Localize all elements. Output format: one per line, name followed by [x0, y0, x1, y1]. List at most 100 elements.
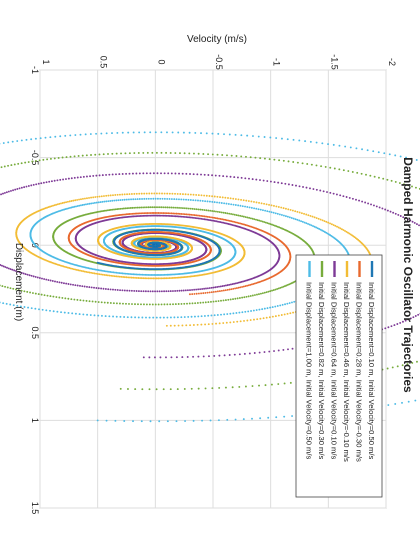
trajectory-point [160, 303, 163, 306]
trajectory-point [117, 199, 120, 202]
trajectory-point [351, 170, 354, 173]
trajectory-point [233, 213, 236, 216]
trajectory-point [232, 298, 234, 301]
trajectory-point [236, 297, 239, 300]
trajectory-point [201, 419, 204, 422]
trajectory-point [179, 152, 181, 155]
trajectory-point [98, 153, 101, 156]
trajectory-point [211, 200, 214, 203]
trajectory-point [253, 207, 256, 210]
trajectory-point [178, 198, 180, 201]
trajectory-point [138, 206, 141, 209]
trajectory-point [180, 302, 183, 305]
trajectory-point [342, 169, 345, 172]
trajectory-point [360, 172, 363, 175]
trajectory-point [93, 268, 96, 271]
trajectory-point [213, 210, 216, 213]
trajectory-point [165, 273, 167, 276]
trajectory-point [83, 203, 86, 206]
trajectory-point [224, 212, 227, 214]
trajectory-point [127, 388, 129, 390]
trajectory-point [89, 314, 92, 316]
trajectory-point [142, 151, 145, 154]
trajectory-point [95, 201, 98, 204]
trajectory-point [216, 210, 219, 213]
trajectory-point [19, 305, 22, 308]
trajectory-point [130, 198, 133, 201]
trajectory-point [128, 152, 131, 155]
trajectory-point [162, 316, 165, 319]
trajectory-point [174, 206, 177, 209]
trajectory-point [159, 316, 162, 319]
trajectory-point [250, 310, 252, 312]
trajectory-point [69, 134, 72, 137]
trajectory-point [24, 161, 27, 164]
trajectory-point [270, 383, 273, 386]
trajectory-point [163, 273, 166, 276]
trajectory-point [239, 204, 242, 207]
trajectory-point [220, 202, 223, 204]
trajectory-point [316, 227, 319, 230]
trajectory-point [313, 225, 316, 228]
trajectory-point [275, 416, 278, 419]
trajectory-point [61, 156, 64, 159]
trajectory-point [135, 206, 137, 209]
trajectory-point [261, 220, 264, 223]
trajectory-point [263, 221, 266, 223]
trajectory-point [139, 273, 142, 276]
trajectory-point [246, 216, 249, 219]
trajectory-point [153, 274, 156, 276]
trajectory-point [378, 176, 380, 179]
trajectory-point [196, 302, 199, 304]
trajectory-point [251, 217, 254, 220]
trajectory-point [172, 206, 175, 209]
trajectory-point [251, 385, 254, 388]
trajectory-point [170, 206, 173, 209]
trajectory-point [46, 294, 49, 297]
trajectory-point [207, 314, 210, 317]
trajectory-point [218, 386, 221, 389]
trajectory-point [268, 210, 271, 213]
trajectory-point [222, 211, 225, 214]
trajectory-point [162, 206, 165, 209]
trajectory-point [226, 313, 229, 315]
trajectory-point [252, 309, 255, 312]
trajectory-point [38, 308, 40, 311]
trajectory-point [239, 214, 242, 217]
trajectory-point [49, 157, 52, 160]
trajectory-point [97, 314, 100, 317]
trajectory-point [338, 144, 341, 147]
trajectory-point [301, 162, 304, 165]
trajectory-point [107, 270, 110, 273]
trajectory-point [249, 217, 252, 220]
trajectory-point [93, 201, 96, 204]
trajectory-point [182, 131, 185, 134]
trajectory-point [158, 420, 161, 423]
trajectory-point [59, 135, 62, 138]
trajectory-point [223, 133, 225, 136]
trajectory-point [137, 152, 140, 154]
trajectory-point [107, 153, 109, 155]
trajectory-point [386, 367, 389, 370]
trajectory-point [84, 133, 87, 136]
trajectory-point [168, 198, 171, 200]
trajectory-point [125, 198, 128, 201]
trajectory-point [312, 225, 314, 227]
trajectory-point [34, 307, 37, 310]
trajectory-point [202, 153, 205, 155]
trajectory-point [249, 156, 252, 159]
trajectory-point [134, 316, 137, 319]
trajectory-point [276, 305, 279, 307]
trajectory-point [69, 155, 72, 158]
trajectory-point [255, 218, 257, 221]
trajectory-point [145, 273, 148, 276]
trajectory-point [34, 159, 37, 162]
trajectory-point [10, 164, 13, 167]
trajectory-point [278, 213, 281, 216]
trajectory-point [217, 419, 220, 422]
trajectory-point [127, 198, 130, 201]
trajectory-point [94, 268, 97, 271]
trajectory-point [132, 273, 135, 276]
trajectory-point [89, 133, 92, 136]
velocity-tick-label: 0 [156, 59, 166, 64]
